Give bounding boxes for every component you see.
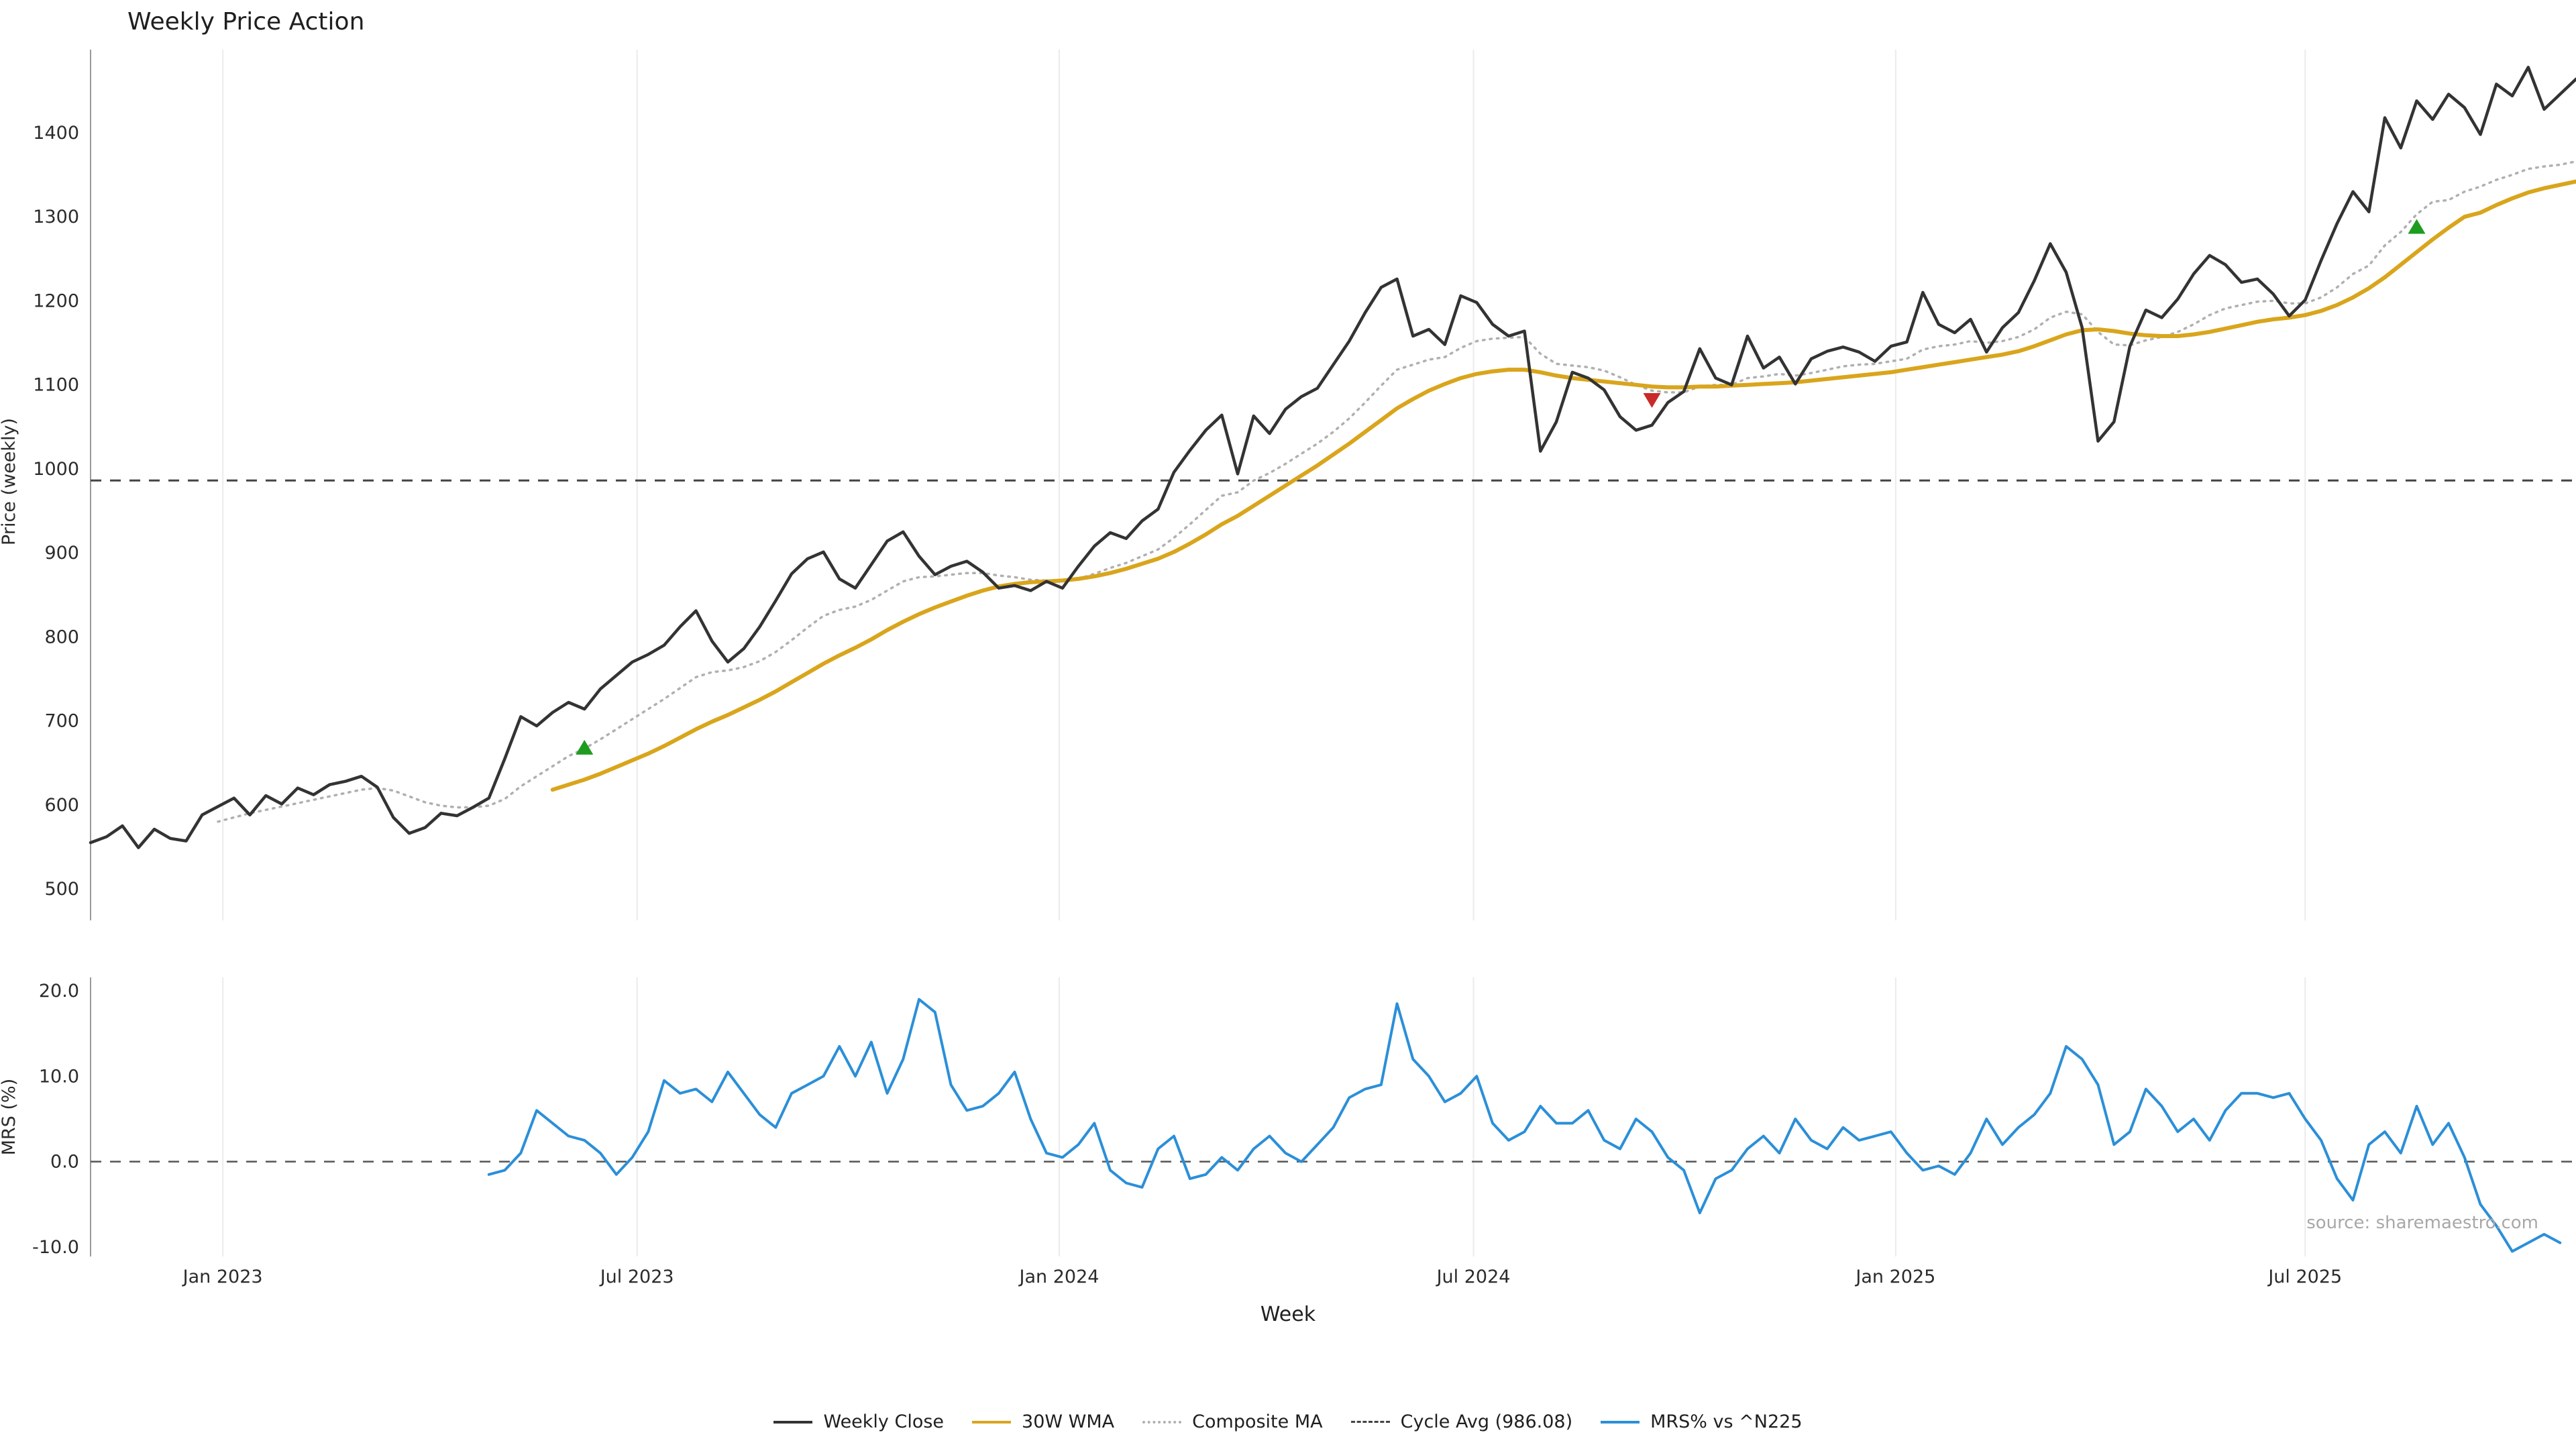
price-y-tick-label: 700	[44, 711, 79, 732]
buy-signal-marker	[576, 739, 594, 755]
buy-signal-marker	[2408, 219, 2426, 234]
price-y-tick-label: 800	[44, 627, 79, 647]
legend-label: 30W WMA	[1022, 1411, 1115, 1432]
x-axis-label: Week	[1260, 1303, 1316, 1326]
legend-item-mrs-vs-n225: MRS% vs ^N225	[1601, 1411, 1803, 1432]
price-y-tick-label: 900	[44, 543, 79, 564]
legend-label: Composite MA	[1192, 1411, 1323, 1432]
price-y-tick-label: 500	[44, 879, 79, 900]
price-y-tick-label: 1400	[33, 123, 79, 144]
legend: Weekly Close 30W WMA Composite MA Cycle Avg…	[0, 1411, 2576, 1432]
legend-line-sample	[1350, 1421, 1390, 1423]
mrs-y-tick-label: 20.0	[39, 981, 79, 1002]
legend-label: Weekly Close	[823, 1411, 945, 1432]
legend-item-cycle-avg-986-08-: Cycle Avg (986.08)	[1350, 1411, 1573, 1432]
x-tick-label: Jan 2024	[1018, 1267, 1099, 1287]
sell-signal-marker	[1643, 392, 1661, 408]
legend-line-sample	[1142, 1420, 1182, 1424]
price-y-tick-label: 1200	[33, 290, 79, 311]
legend-item-30w-wma: 30W WMA	[972, 1411, 1114, 1432]
legend-line-sample	[1601, 1420, 1640, 1424]
series-weekly-close	[89, 66, 2576, 849]
price-y-tick-label: 1000	[33, 459, 79, 480]
legend-label: Cycle Avg (986.08)	[1400, 1411, 1573, 1432]
price-y-tick-label: 600	[44, 795, 79, 816]
mrs-y-tick-label: -10.0	[32, 1237, 79, 1258]
chart-title: Weekly Price Action	[127, 8, 365, 36]
price-y-tick-label: 1100	[33, 375, 79, 396]
mrs-y-tick-label: 10.0	[39, 1066, 79, 1087]
series-composite-ma	[217, 160, 2576, 823]
x-tick-label: Jul 2024	[1436, 1267, 1511, 1287]
series-30w-wma	[550, 179, 2576, 792]
legend-line-sample	[972, 1420, 1012, 1424]
legend-line-sample	[773, 1420, 813, 1424]
source-watermark: source: sharemaestro.com	[2306, 1213, 2538, 1233]
legend-item-composite-ma: Composite MA	[1142, 1411, 1323, 1432]
series-mrs-vs-n225	[487, 998, 2562, 1253]
legend-label: MRS% vs ^N225	[1650, 1411, 1803, 1432]
legend-item-weekly-close: Weekly Close	[773, 1411, 944, 1432]
x-tick-label: Jul 2025	[2267, 1267, 2342, 1287]
x-tick-label: Jan 2025	[1854, 1267, 1935, 1287]
price-y-tick-label: 1300	[33, 207, 79, 227]
x-tick-label: Jan 2023	[182, 1267, 263, 1287]
mrs-y-tick-label: 0.0	[50, 1152, 79, 1173]
x-tick-label: Jul 2023	[599, 1267, 674, 1287]
